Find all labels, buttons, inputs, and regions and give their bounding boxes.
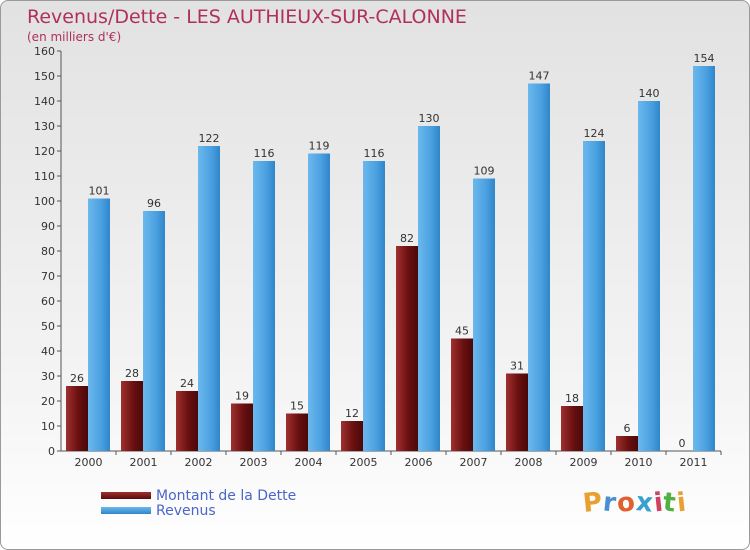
data-label-revenus: 96: [147, 197, 161, 210]
x-tick-label: 2004: [295, 456, 323, 469]
data-label-revenus: 140: [639, 87, 660, 100]
x-tick-label: 2006: [405, 456, 433, 469]
data-label-dette: 0: [679, 437, 686, 450]
bar-revenus: [473, 178, 495, 451]
logo-letter: i: [675, 487, 689, 519]
bar-revenus: [88, 198, 110, 451]
bar-dette: [231, 403, 253, 451]
data-label-dette: 31: [510, 360, 524, 373]
y-tick-label: 20: [41, 395, 55, 408]
bar-dette: [616, 436, 638, 451]
bar-dette: [121, 381, 143, 451]
x-tick-label: 2000: [75, 456, 103, 469]
y-tick-label: 0: [48, 445, 55, 458]
y-tick-label: 110: [34, 170, 55, 183]
data-label-dette: 19: [235, 390, 249, 403]
y-tick-label: 50: [41, 320, 55, 333]
y-tick-label: 120: [34, 145, 55, 158]
bar-revenus: [308, 153, 330, 451]
legend-label-revenus: Revenus: [156, 502, 216, 519]
data-label-revenus: 154: [694, 52, 715, 65]
y-tick-label: 80: [41, 245, 55, 258]
data-label-revenus: 116: [364, 147, 385, 160]
x-tick-label: 2009: [570, 456, 598, 469]
y-tick-label: 60: [41, 295, 55, 308]
data-label-dette: 45: [455, 325, 469, 338]
bar-revenus: [638, 101, 660, 451]
proxiti-logo: Proxiti: [581, 487, 689, 519]
data-label-revenus: 101: [89, 185, 110, 198]
y-tick-label: 150: [34, 70, 55, 83]
legend: Montant de la Dette Revenus: [101, 487, 297, 519]
data-label-revenus: 130: [419, 112, 440, 125]
legend-item-revenus: Revenus: [101, 502, 296, 519]
x-tick-label: 2001: [130, 456, 158, 469]
bar-revenus: [143, 211, 165, 451]
data-label-revenus: 147: [529, 70, 550, 83]
bar-revenus: [583, 141, 605, 451]
bar-dette: [66, 386, 88, 451]
x-tick-label: 2011: [680, 456, 708, 469]
bar-revenus: [693, 66, 715, 451]
data-label-revenus: 109: [474, 165, 495, 178]
data-label-revenus: 116: [254, 147, 275, 160]
bar-dette: [286, 413, 308, 451]
x-tick-label: 2008: [515, 456, 543, 469]
y-tick-label: 90: [41, 220, 55, 233]
data-label-dette: 6: [624, 422, 631, 435]
legend-item-dette: Montant de la Dette: [101, 487, 297, 504]
chart-subtitle: (en milliers d'€): [27, 30, 122, 44]
x-tick-label: 2010: [625, 456, 653, 469]
bar-dette: [396, 246, 418, 451]
data-label-dette: 28: [125, 367, 139, 380]
data-label-dette: 15: [290, 400, 304, 413]
chart-title: Revenus/Dette - LES AUTHIEUX-SUR-CALONNE: [27, 6, 467, 28]
bar-revenus: [198, 146, 220, 451]
bar-dette: [561, 406, 583, 451]
data-label-dette: 24: [180, 377, 194, 390]
bar-dette: [341, 421, 363, 451]
y-tick-label: 130: [34, 120, 55, 133]
y-tick-label: 10: [41, 420, 55, 433]
data-label-revenus: 124: [584, 127, 605, 140]
bar-dette: [506, 373, 528, 451]
bar-revenus: [363, 161, 385, 451]
bar-dette: [451, 338, 473, 451]
bar-revenus: [418, 126, 440, 451]
x-tick-label: 2003: [240, 456, 268, 469]
y-tick-label: 40: [41, 345, 55, 358]
y-tick-label: 70: [41, 270, 55, 283]
bar-dette: [176, 391, 198, 451]
y-tick-label: 100: [34, 195, 55, 208]
legend-label-dette: Montant de la Dette: [156, 487, 297, 504]
x-tick-label: 2007: [460, 456, 488, 469]
x-tick-label: 2005: [350, 456, 378, 469]
data-label-revenus: 122: [199, 132, 220, 145]
bar-revenus: [253, 161, 275, 451]
x-tick-label: 2002: [185, 456, 213, 469]
data-label-dette: 12: [345, 407, 359, 420]
data-label-dette: 26: [70, 372, 84, 385]
legend-swatch-dette: [101, 492, 151, 499]
data-label-dette: 18: [565, 392, 579, 405]
legend-swatch-revenus: [101, 507, 151, 514]
bar-revenus: [528, 83, 550, 451]
y-tick-label: 30: [41, 370, 55, 383]
y-tick-label: 160: [34, 45, 55, 58]
y-tick-label: 140: [34, 95, 55, 108]
data-label-dette: 82: [400, 232, 414, 245]
data-label-revenus: 119: [309, 140, 330, 153]
